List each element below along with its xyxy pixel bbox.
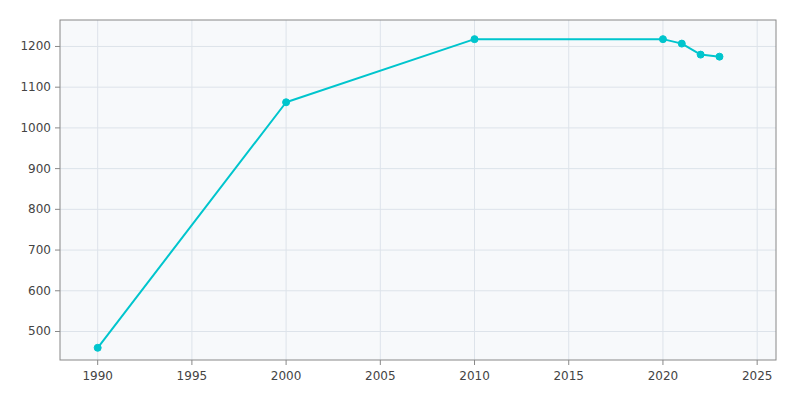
plot-frame — [60, 20, 776, 360]
x-grid-line — [97, 20, 98, 360]
x-grid-line — [474, 20, 475, 360]
y-tick-label: 700 — [28, 243, 51, 257]
x-grid-line — [286, 20, 287, 360]
y-tick-label: 900 — [28, 162, 51, 176]
y-tick — [55, 331, 60, 332]
y-tick — [55, 168, 60, 169]
x-tick-label: 2025 — [742, 369, 773, 383]
data-line — [98, 39, 720, 348]
y-tick-label: 800 — [28, 202, 51, 216]
chart-container: 1990 1995 2000 2005 2010 2015 2020 2025 500 600 70… — [0, 0, 800, 400]
x-tick — [474, 360, 475, 365]
y-tick — [55, 46, 60, 47]
y-tick — [55, 127, 60, 128]
y-tick-label: 1100 — [20, 80, 51, 94]
y-tick-label: 1000 — [20, 121, 51, 135]
y-grid-line — [60, 87, 776, 88]
data-point — [283, 99, 290, 106]
data-point — [659, 36, 666, 43]
x-grid-line — [757, 20, 758, 360]
y-grid-line — [60, 168, 776, 169]
axes: 1990 1995 2000 2005 2010 2015 2020 2025 500 600 70… — [20, 39, 772, 383]
x-tick-label: 2010 — [459, 369, 490, 383]
x-tick — [97, 360, 98, 365]
y-grid-line — [60, 127, 776, 128]
x-tick — [757, 360, 758, 365]
y-tick — [55, 290, 60, 291]
data-group — [94, 36, 723, 352]
x-tick — [568, 360, 569, 365]
data-point — [678, 40, 685, 47]
y-grid-line — [60, 209, 776, 210]
x-tick — [191, 360, 192, 365]
data-point — [697, 51, 704, 58]
y-tick-label: 1200 — [20, 39, 51, 53]
y-grid-line — [60, 250, 776, 251]
data-point — [716, 53, 723, 60]
x-tick-label: 2005 — [365, 369, 396, 383]
x-tick — [662, 360, 663, 365]
y-tick-label: 500 — [28, 324, 51, 338]
x-tick-label: 1995 — [177, 369, 208, 383]
x-tick — [286, 360, 287, 365]
data-point — [94, 344, 101, 351]
grid — [60, 20, 776, 360]
x-tick-label: 2015 — [553, 369, 584, 383]
data-point — [471, 36, 478, 43]
y-grid-line — [60, 290, 776, 291]
x-tick-label: 2020 — [648, 369, 679, 383]
y-grid-line — [60, 46, 776, 47]
y-grid-line — [60, 331, 776, 332]
plot-background — [60, 20, 776, 360]
y-tick — [55, 87, 60, 88]
y-tick-label: 600 — [28, 284, 51, 298]
chart-svg: 1990 1995 2000 2005 2010 2015 2020 2025 500 600 70… — [0, 0, 800, 400]
x-grid-line — [568, 20, 569, 360]
x-tick-label: 2000 — [271, 369, 302, 383]
y-tick — [55, 250, 60, 251]
x-tick — [380, 360, 381, 365]
x-tick-label: 1990 — [82, 369, 113, 383]
x-grid-line — [191, 20, 192, 360]
y-tick — [55, 209, 60, 210]
x-grid-line — [662, 20, 663, 360]
